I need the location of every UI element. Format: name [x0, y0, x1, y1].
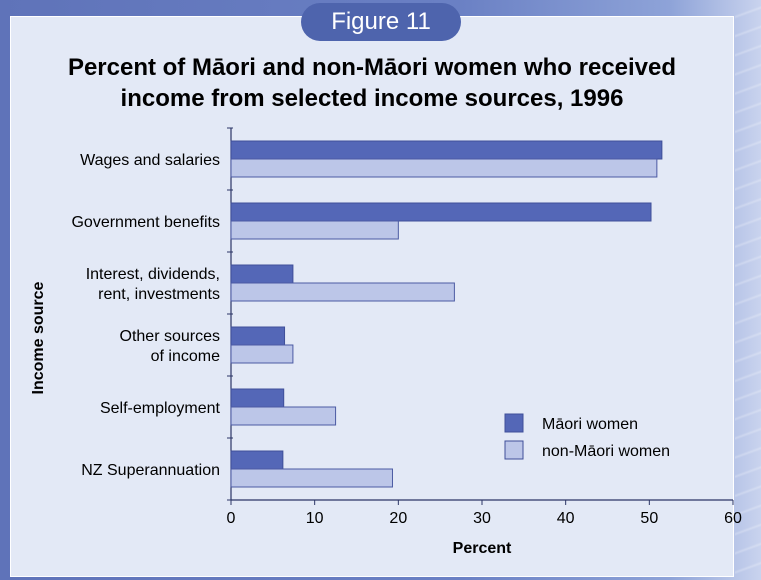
- bar-non-maori: [230, 282, 455, 302]
- chart-title-line-1: Percent of Māori and non-Māori women who…: [67, 54, 677, 81]
- category-label: Interest, dividends,: [86, 266, 220, 283]
- bar-non-maori: [230, 158, 658, 178]
- legend-label: Māori women: [542, 416, 638, 433]
- x-tick-label: 0: [227, 510, 236, 527]
- chart-title: Percent of Māori and non-Māori women who…: [10, 52, 734, 114]
- x-tick-label: 50: [640, 510, 658, 527]
- category-label: of income: [151, 348, 220, 365]
- legend-swatch-maori: [504, 413, 524, 433]
- x-tick-label: 60: [724, 510, 742, 527]
- y-axis-title: Income source: [30, 281, 47, 394]
- bar-maori: [230, 326, 286, 346]
- x-tick-label: 10: [306, 510, 324, 527]
- x-tick-label: 30: [473, 510, 491, 527]
- bar-maori: [230, 450, 284, 470]
- bar-maori: [230, 140, 663, 160]
- x-tick-label: 40: [557, 510, 575, 527]
- x-tick-label: 20: [389, 510, 407, 527]
- category-label: rent, investments: [98, 286, 220, 303]
- category-label: Self-employment: [100, 400, 221, 417]
- bar-non-maori: [230, 468, 393, 488]
- bar-maori: [230, 264, 294, 284]
- chart-title-line-2: income from selected income sources, 199…: [120, 85, 624, 112]
- category-label: Government benefits: [71, 214, 220, 231]
- legend-label: non-Māori women: [542, 443, 670, 460]
- x-axis-title: Percent: [453, 540, 512, 557]
- figure-badge: Figure 11: [301, 3, 461, 41]
- bar-maori: [230, 202, 652, 222]
- bar-non-maori: [230, 220, 399, 240]
- bar-maori: [230, 388, 285, 408]
- bar-non-maori: [230, 344, 294, 364]
- category-label: Wages and salaries: [80, 152, 220, 169]
- decorative-streaks: [735, 0, 761, 580]
- legend-swatch-non-maori: [504, 440, 524, 460]
- bar-non-maori: [230, 406, 337, 426]
- category-label: NZ Superannuation: [81, 462, 220, 479]
- category-label: Other sources: [120, 328, 220, 345]
